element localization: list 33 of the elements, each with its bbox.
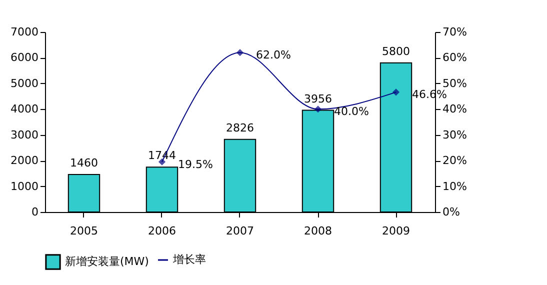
data-label: 5800	[382, 44, 410, 58]
y2-tick-label: 20%	[442, 154, 467, 168]
y-tick-label: 4000	[10, 102, 38, 116]
y-tick-label: 2000	[10, 154, 38, 168]
y2-tick-label: 70%	[442, 26, 467, 38]
y-tick-label: 6000	[10, 51, 38, 64]
y2-tick-label: 10%	[442, 180, 467, 193]
y2-tick-label: 50%	[442, 76, 467, 90]
y-tick-label: 0	[32, 206, 38, 218]
y-tick-label: 5000	[10, 76, 38, 90]
point	[314, 106, 322, 113]
data-label: 62.0%	[256, 48, 291, 62]
x-tick-label: 2007	[226, 224, 254, 238]
x-tick-label: 2008	[304, 224, 332, 238]
data-label: 19.5%	[178, 158, 213, 171]
data-label: 1460	[70, 156, 98, 170]
legend-label: 增长率	[172, 253, 206, 266]
data-label: 40.0%	[334, 105, 369, 118]
y2-tick-label: 60%	[442, 51, 467, 64]
point	[392, 88, 400, 96]
y-tick-label: 3000	[10, 128, 38, 142]
y2-tick-label: 0%	[442, 206, 460, 218]
y-tick-label: 1000	[10, 180, 38, 193]
data-label: 3956	[304, 92, 332, 106]
data-label: 2826	[226, 121, 254, 134]
x-tick-label: 2005	[70, 224, 98, 238]
y-tick-label: 7000	[10, 26, 38, 38]
point	[236, 49, 244, 56]
legend-label: 新增安装量(MW)	[65, 255, 149, 268]
y2-tick-label: 30%	[442, 128, 467, 142]
x-tick-label: 2006	[148, 224, 176, 238]
x-tick-label: 2009	[382, 224, 410, 238]
y2-tick-label: 40%	[442, 102, 467, 116]
